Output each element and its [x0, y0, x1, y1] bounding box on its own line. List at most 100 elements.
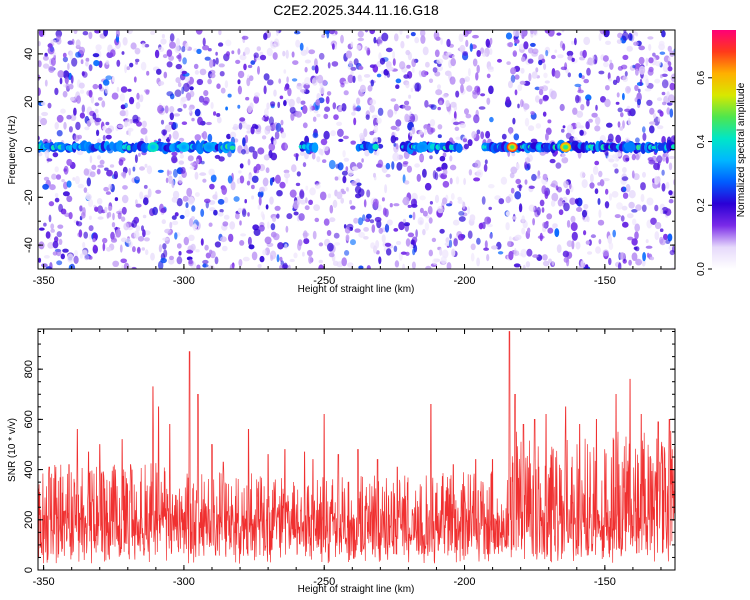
- noise-blob: [561, 30, 565, 33]
- noise-blob: [244, 199, 247, 204]
- noise-blob: [189, 90, 195, 98]
- noise-blob: [277, 101, 281, 109]
- noise-blob: [294, 30, 301, 35]
- noise-blob: [554, 228, 560, 238]
- noise-blob: [56, 114, 64, 123]
- noise-blob: [505, 32, 513, 40]
- noise-blob: [556, 244, 562, 254]
- noise-blob: [626, 45, 633, 52]
- noise-blob: [67, 62, 70, 71]
- noise-blob: [645, 245, 653, 249]
- noise-blob: [374, 216, 382, 223]
- noise-blob: [51, 173, 57, 180]
- noise-blob: [442, 197, 448, 205]
- noise-blob: [420, 35, 426, 44]
- noise-blob: [668, 94, 675, 104]
- noise-blob: [120, 216, 126, 222]
- noise-blob: [156, 68, 162, 75]
- noise-blob: [267, 79, 274, 86]
- noise-blob: [657, 116, 661, 122]
- noise-blob: [434, 71, 441, 77]
- noise-blob: [263, 73, 270, 81]
- noise-blob: [407, 204, 412, 208]
- noise-blob: [63, 121, 67, 130]
- noise-blob: [253, 52, 259, 59]
- noise-blob: [68, 264, 72, 269]
- noise-blob: [160, 207, 167, 214]
- noise-blob: [384, 184, 388, 194]
- noise-blob: [425, 61, 430, 68]
- noise-blob: [518, 203, 523, 213]
- noise-blob: [669, 249, 675, 256]
- noise-blob: [399, 61, 406, 70]
- noise-blob: [238, 170, 242, 174]
- noise-blob: [217, 198, 225, 205]
- noise-blob: [60, 253, 65, 260]
- noise-blob: [186, 187, 193, 197]
- noise-blob: [38, 30, 45, 37]
- noise-blob: [538, 89, 544, 96]
- noise-blob: [205, 252, 211, 259]
- noise-blob: [243, 63, 247, 71]
- noise-blob: [59, 77, 63, 85]
- noise-blob: [235, 212, 240, 220]
- noise-blob: [50, 223, 55, 230]
- noise-blob: [524, 117, 530, 127]
- ridge-peak: [563, 145, 568, 149]
- noise-blob: [251, 184, 255, 190]
- noise-blob: [290, 112, 295, 121]
- noise-blob: [602, 249, 609, 257]
- noise-blob: [335, 163, 340, 169]
- noise-blob: [337, 175, 341, 181]
- noise-blob: [599, 179, 605, 187]
- noise-blob: [350, 41, 354, 48]
- noise-blob: [102, 237, 108, 244]
- noise-blob: [166, 169, 170, 177]
- noise-blob: [455, 136, 461, 140]
- noise-blob: [317, 74, 324, 84]
- noise-blob: [94, 102, 100, 107]
- noise-blob: [363, 199, 367, 208]
- noise-blob: [292, 200, 300, 210]
- noise-blob: [220, 87, 226, 94]
- noise-blob: [373, 245, 377, 254]
- noise-blob: [607, 235, 612, 245]
- noise-blob: [266, 102, 270, 110]
- noise-blob: [659, 110, 664, 117]
- noise-blob: [381, 197, 385, 202]
- noise-blob: [654, 204, 659, 212]
- noise-blob: [120, 86, 128, 93]
- noise-blob: [633, 173, 640, 181]
- noise-blob: [318, 264, 324, 269]
- noise-blob: [93, 244, 97, 250]
- noise-blob: [622, 54, 629, 61]
- noise-blob: [605, 188, 609, 195]
- noise-blob: [314, 64, 319, 74]
- noise-blob: [237, 48, 241, 55]
- noise-blob: [132, 166, 136, 172]
- noise-blob: [486, 254, 490, 262]
- noise-blob: [528, 204, 535, 212]
- noise-blob: [363, 236, 369, 240]
- noise-blob: [316, 113, 321, 118]
- noise-blob: [386, 72, 391, 78]
- noise-blob: [409, 130, 413, 137]
- ridge-blob: [671, 144, 675, 150]
- noise-blob: [642, 252, 646, 262]
- noise-blob: [566, 240, 573, 248]
- noise-blob: [395, 119, 402, 127]
- y-tick-label: 200: [23, 511, 35, 529]
- noise-blob: [509, 128, 512, 135]
- noise-blob: [617, 107, 623, 113]
- noise-blob: [468, 68, 471, 77]
- noise-blob: [81, 249, 88, 256]
- noise-blob: [227, 93, 232, 98]
- ridge-blob: [372, 143, 379, 150]
- noise-blob: [612, 229, 616, 238]
- x-tick-label: -150: [594, 576, 616, 588]
- noise-blob: [581, 209, 588, 218]
- noise-blob: [440, 37, 443, 45]
- noise-blob: [344, 250, 350, 256]
- noise-blob: [655, 61, 662, 67]
